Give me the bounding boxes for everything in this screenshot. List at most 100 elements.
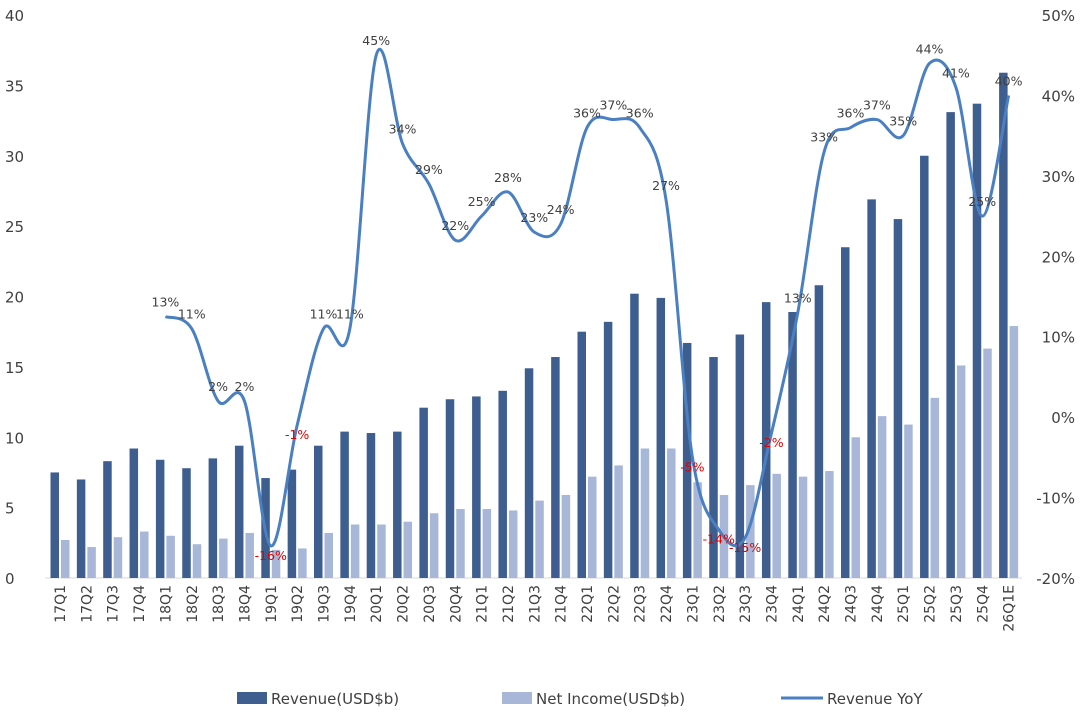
y2-tick-label: 0% [1051,409,1075,427]
revenue-bar [366,433,376,578]
revenue-bar [841,247,850,579]
x-tick-label: 20Q4 [448,585,464,623]
revenue-bar [603,321,613,578]
x-tick-label: 24Q3 [844,585,860,623]
left-y-axis: 0 5 10 15 20 25 30 35 40 [5,7,24,588]
revenue-bar [656,297,666,578]
x-tick-label: 25Q3 [949,585,965,623]
net-income-bar [298,548,307,578]
net-income-bar [403,521,413,578]
yoy-data-label: 36% [626,106,654,121]
yoy-data-label: 23% [520,210,548,225]
yoy-data-label: 29% [415,162,443,177]
net-income-bar [166,535,175,578]
x-tick-label: 21Q3 [527,585,543,623]
y2-tick-label: 40% [1042,87,1075,105]
yoy-data-label: 11% [336,307,364,322]
net-income-bar [614,465,623,578]
x-tick-label: 22Q4 [659,585,675,623]
legend-label-yoy: Revenue YoY [827,690,923,708]
yoy-data-label: 36% [573,106,601,121]
net-income-bar [219,538,228,578]
revenue-bar [182,468,191,578]
net-income-bar [87,547,96,578]
x-tick-label: 23Q1 [685,585,701,623]
revenue-bar [709,357,718,578]
x-tick-label: 18Q3 [211,585,227,623]
revenue-bar [551,357,560,578]
net-income-bar [324,532,333,578]
x-tick-label: 20Q1 [369,585,385,623]
revenue-bar [314,445,323,578]
x-tick-label: 19Q3 [317,585,333,623]
net-income-bar [956,365,966,578]
legend-swatch-net-income [502,692,532,704]
revenue-bar [234,445,244,578]
net-income-bar [798,476,808,578]
yoy-data-label: 13% [784,291,812,306]
y-tick-label: 15 [5,359,24,377]
net-income-bar [772,473,781,578]
yoy-data-label: 27% [652,178,680,193]
yoy-data-label: -14% [703,532,735,547]
yoy-data-label: -1% [285,427,309,442]
net-income-bar [693,482,702,578]
net-income-bar [561,494,571,578]
x-tick-label: 17Q2 [79,585,95,623]
revenue-bar [498,390,507,578]
y2-tick-label: 20% [1042,248,1075,266]
revenue-bar [340,431,349,578]
revenue-bar [419,407,428,578]
x-tick-label: 26Q1E [1002,585,1018,632]
revenue-bar [735,334,745,578]
net-income-bar [983,348,992,578]
revenue-bar [287,469,297,578]
x-tick-label: 17Q4 [132,585,148,623]
yoy-line [164,47,1011,548]
revenue-bar [129,448,139,578]
revenue-bar [393,431,402,578]
yoy-data-label: 45% [362,33,390,48]
y2-tick-label: 30% [1042,168,1075,186]
net-income-bar [192,544,202,578]
revenue-bar [682,342,692,578]
yoy-data-label: -15% [729,540,761,555]
yoy-data-label: 13% [152,295,180,310]
yoy-data-label: -2% [759,435,783,450]
net-income-bar [877,416,887,578]
revenue-bar [893,219,903,578]
yoy-data-label: 11% [178,307,206,322]
x-tick-label: 21Q2 [501,585,517,623]
x-tick-label: 21Q1 [475,585,491,623]
yoy-data-label: 2% [208,379,228,394]
revenue-bar [761,302,771,578]
revenue-bar [208,458,218,578]
x-tick-label: 19Q2 [290,585,306,623]
net-income-bar [508,510,518,578]
x-tick-label: 23Q4 [764,585,780,623]
y2-tick-label: -10% [1036,490,1075,508]
net-income-bar [1009,326,1019,578]
revenue-bar [577,331,586,578]
yoy-data-label: 40% [995,73,1023,88]
revenue-bar [630,293,639,578]
x-tick-label: 18Q1 [158,585,174,623]
net-income-bar [825,471,834,578]
net-income-bar [851,437,860,578]
net-income-bar [377,524,386,578]
legend-label-net-income: Net Income(USD$b) [536,690,685,708]
revenue-bar [472,396,481,578]
y-tick-label: 35 [5,77,24,95]
x-tick-label: 24Q2 [817,585,833,623]
net-income-bar [456,509,465,578]
x-tick-label: 24Q4 [870,585,886,623]
yoy-data-label: 33% [810,130,838,145]
net-income-bar [271,549,281,578]
yoy-data-label: 25% [968,194,996,209]
legend: Revenue(USD$b) Net Income(USD$b) Revenue… [237,690,923,708]
revenue-bar [920,155,929,578]
x-tick-label: 25Q2 [923,585,939,623]
y-tick-label: 5 [5,500,15,518]
revenue-bar [103,461,112,578]
